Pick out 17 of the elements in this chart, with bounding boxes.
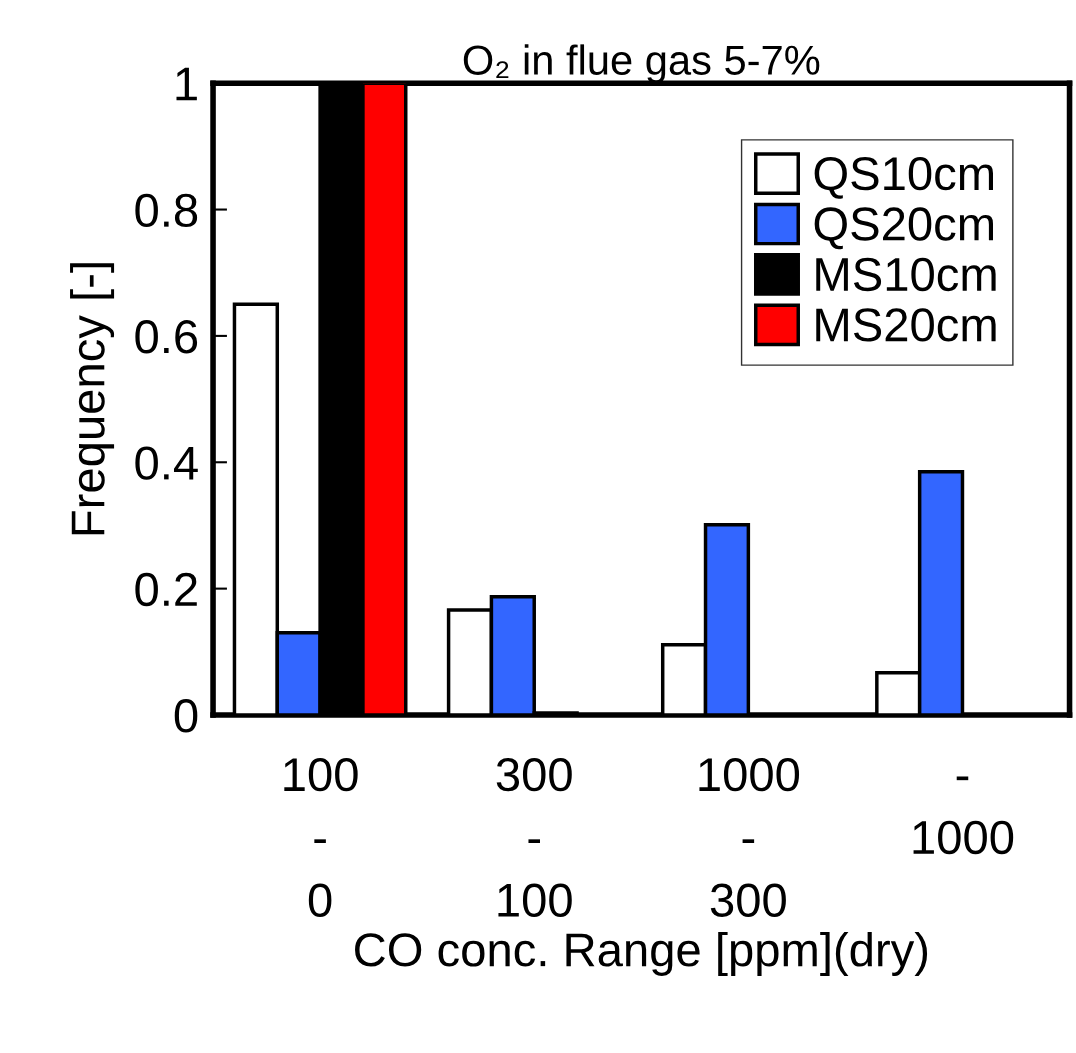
y-tick-label: 0 xyxy=(174,699,198,733)
x-axis-title: CO conc. Range [ppm](dry) xyxy=(355,931,928,976)
legend-label: MS10cm xyxy=(816,257,996,292)
legend-label: MS20cm xyxy=(816,308,996,342)
x-tick-label: 100 - 0 xyxy=(284,757,358,918)
y-tick-label: 0.4 xyxy=(135,446,198,480)
legend-label: QS20cm xyxy=(814,207,993,250)
chart-title: O₂ in flue gas 5-7% xyxy=(463,44,820,84)
y-tick-label: 0.8 xyxy=(135,193,198,228)
x-tick-label: 300 - 100 xyxy=(496,757,572,918)
y-tick-label: 1 xyxy=(176,67,197,101)
x-tick-label: - 1000 xyxy=(913,776,1014,855)
x-tick-label: 1000 - 300 xyxy=(699,757,800,918)
y-axis-title: Frequency [-] xyxy=(70,263,115,535)
y-tick-label: 0.6 xyxy=(135,320,198,354)
legend-label: QS10cm xyxy=(814,156,993,199)
y-tick-label: 0.2 xyxy=(135,572,197,607)
